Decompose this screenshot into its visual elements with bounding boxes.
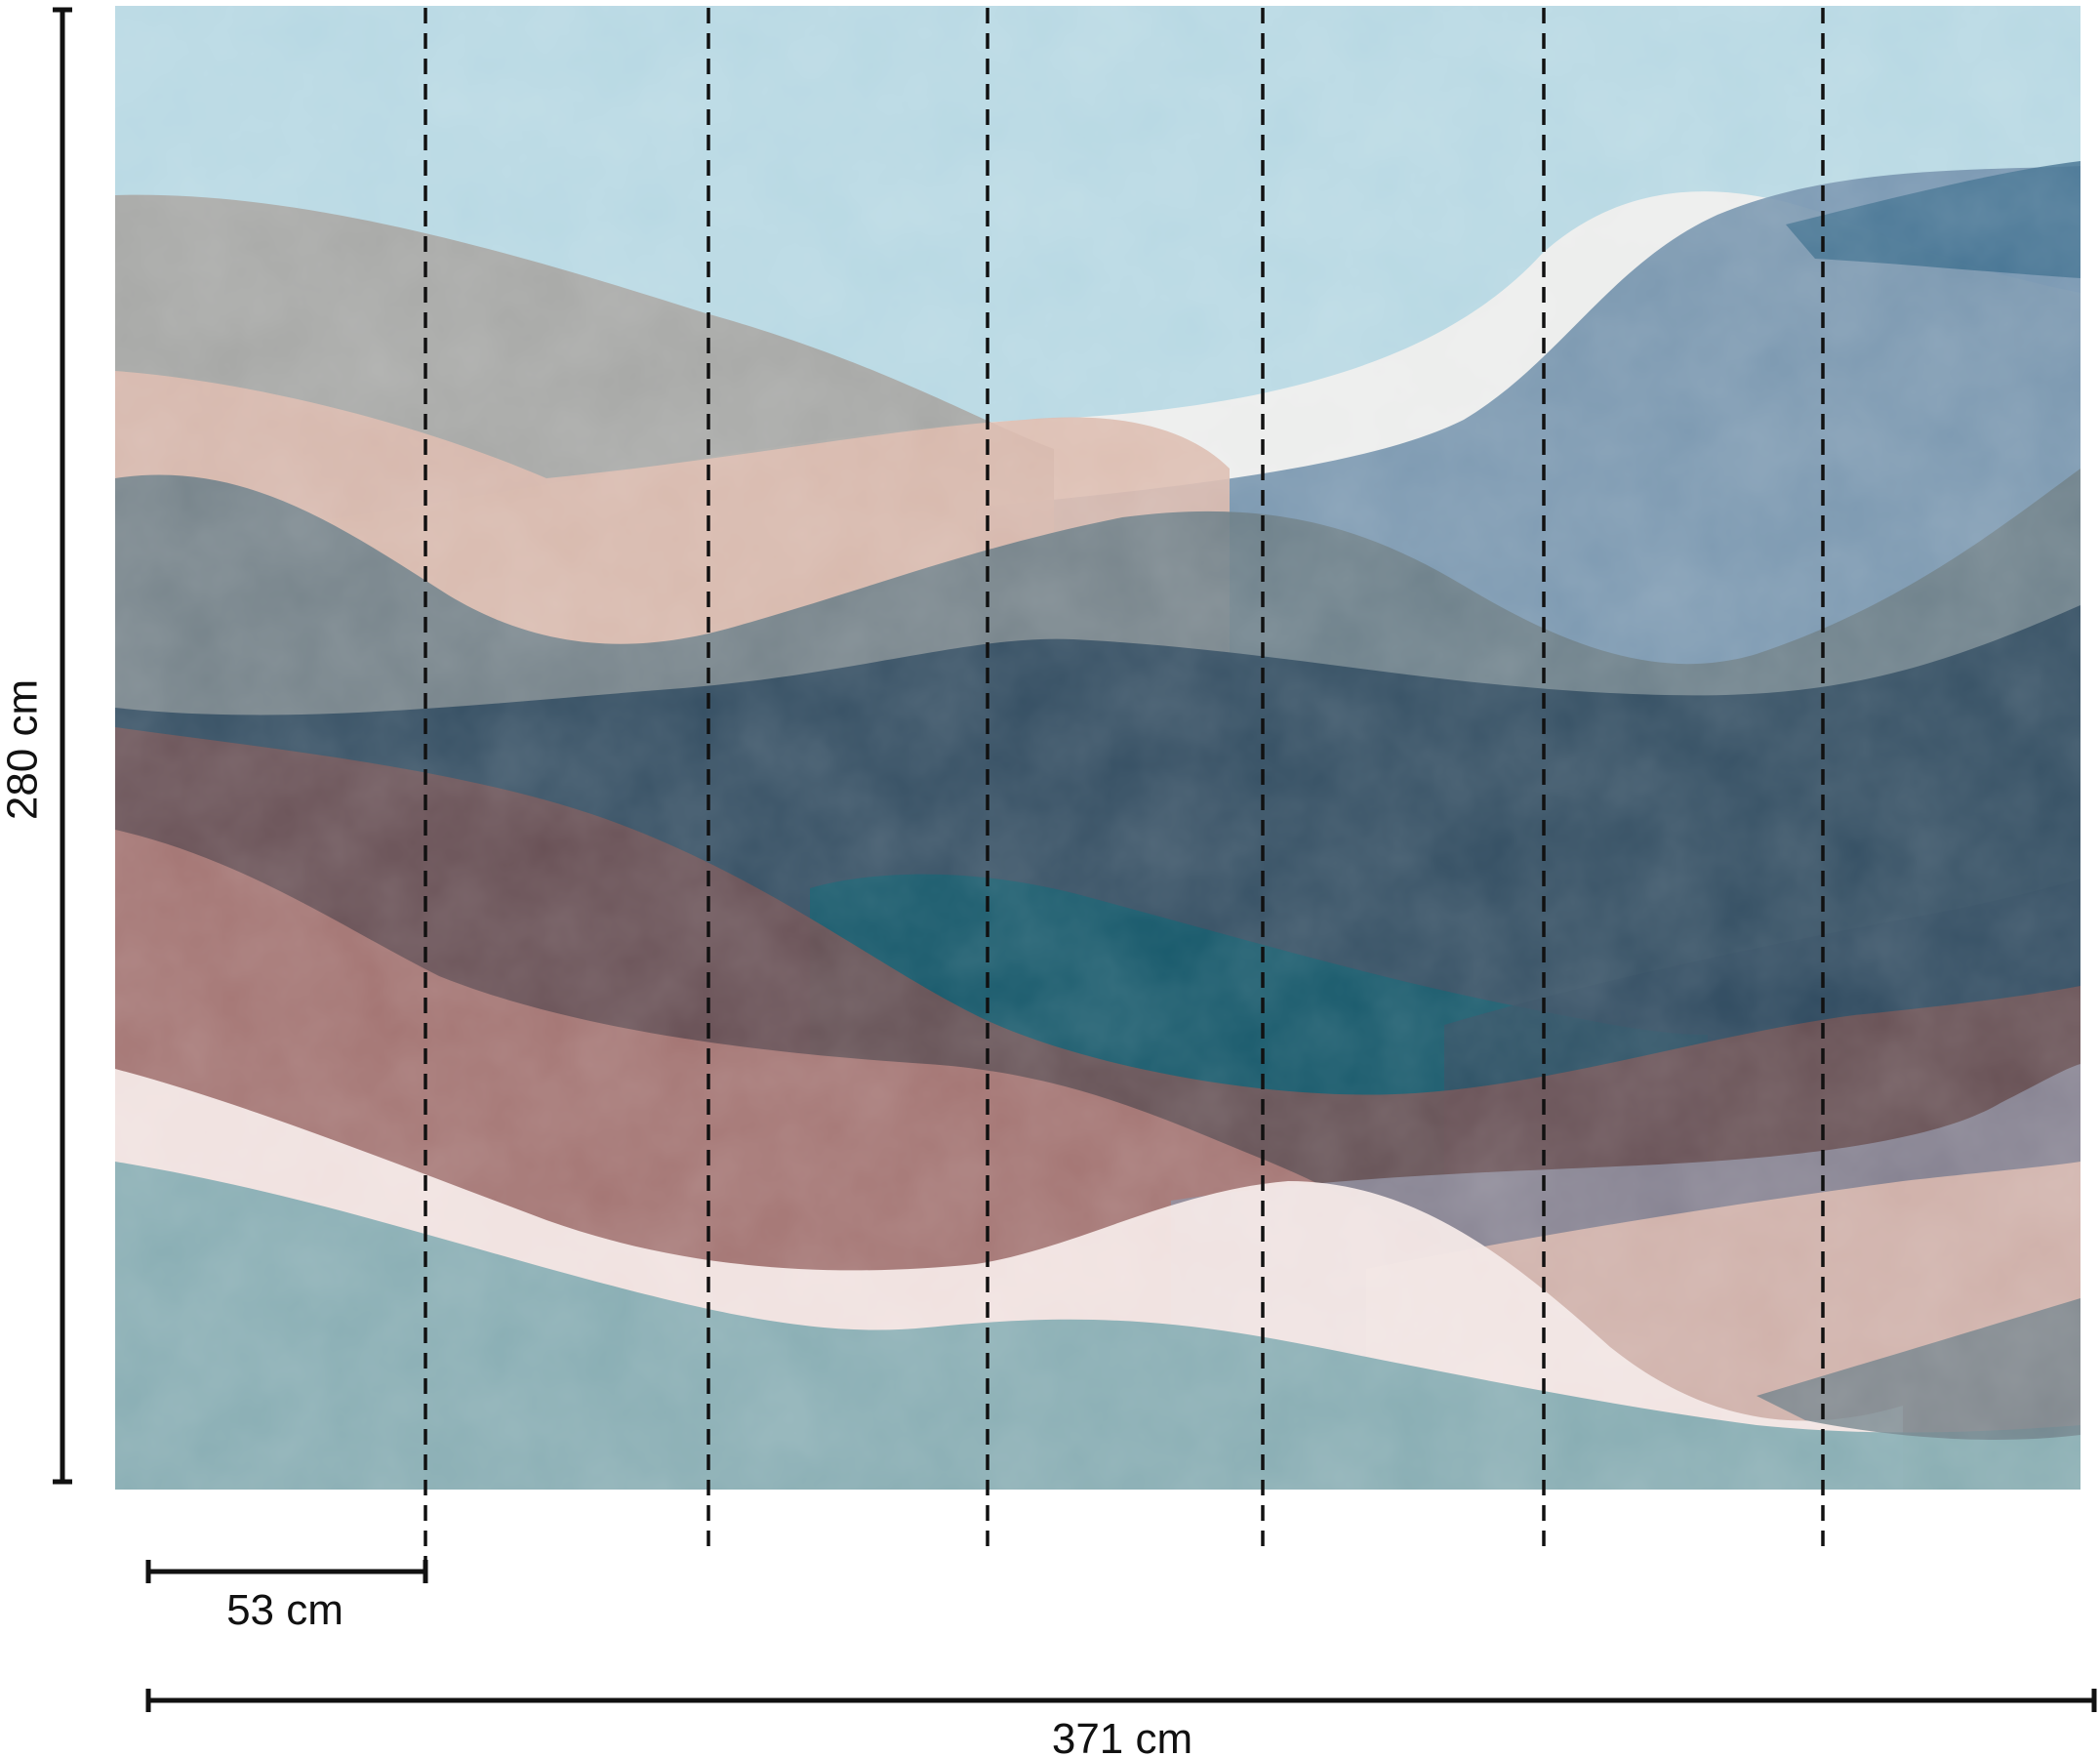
texture-overlay [115, 6, 2080, 1490]
total-width-label: 371 cm [1052, 1715, 1192, 1757]
panel-width-label: 53 cm [226, 1586, 343, 1634]
panel-width-dimension: 53 cm [145, 1560, 428, 1634]
wallpaper-artwork [115, 6, 2080, 1490]
panel-seam-lines [424, 8, 1825, 1583]
height-label: 280 cm [0, 679, 47, 820]
total-width-dimension: 371 cm [145, 1689, 2097, 1757]
height-dimension: 280 cm [0, 7, 72, 1485]
